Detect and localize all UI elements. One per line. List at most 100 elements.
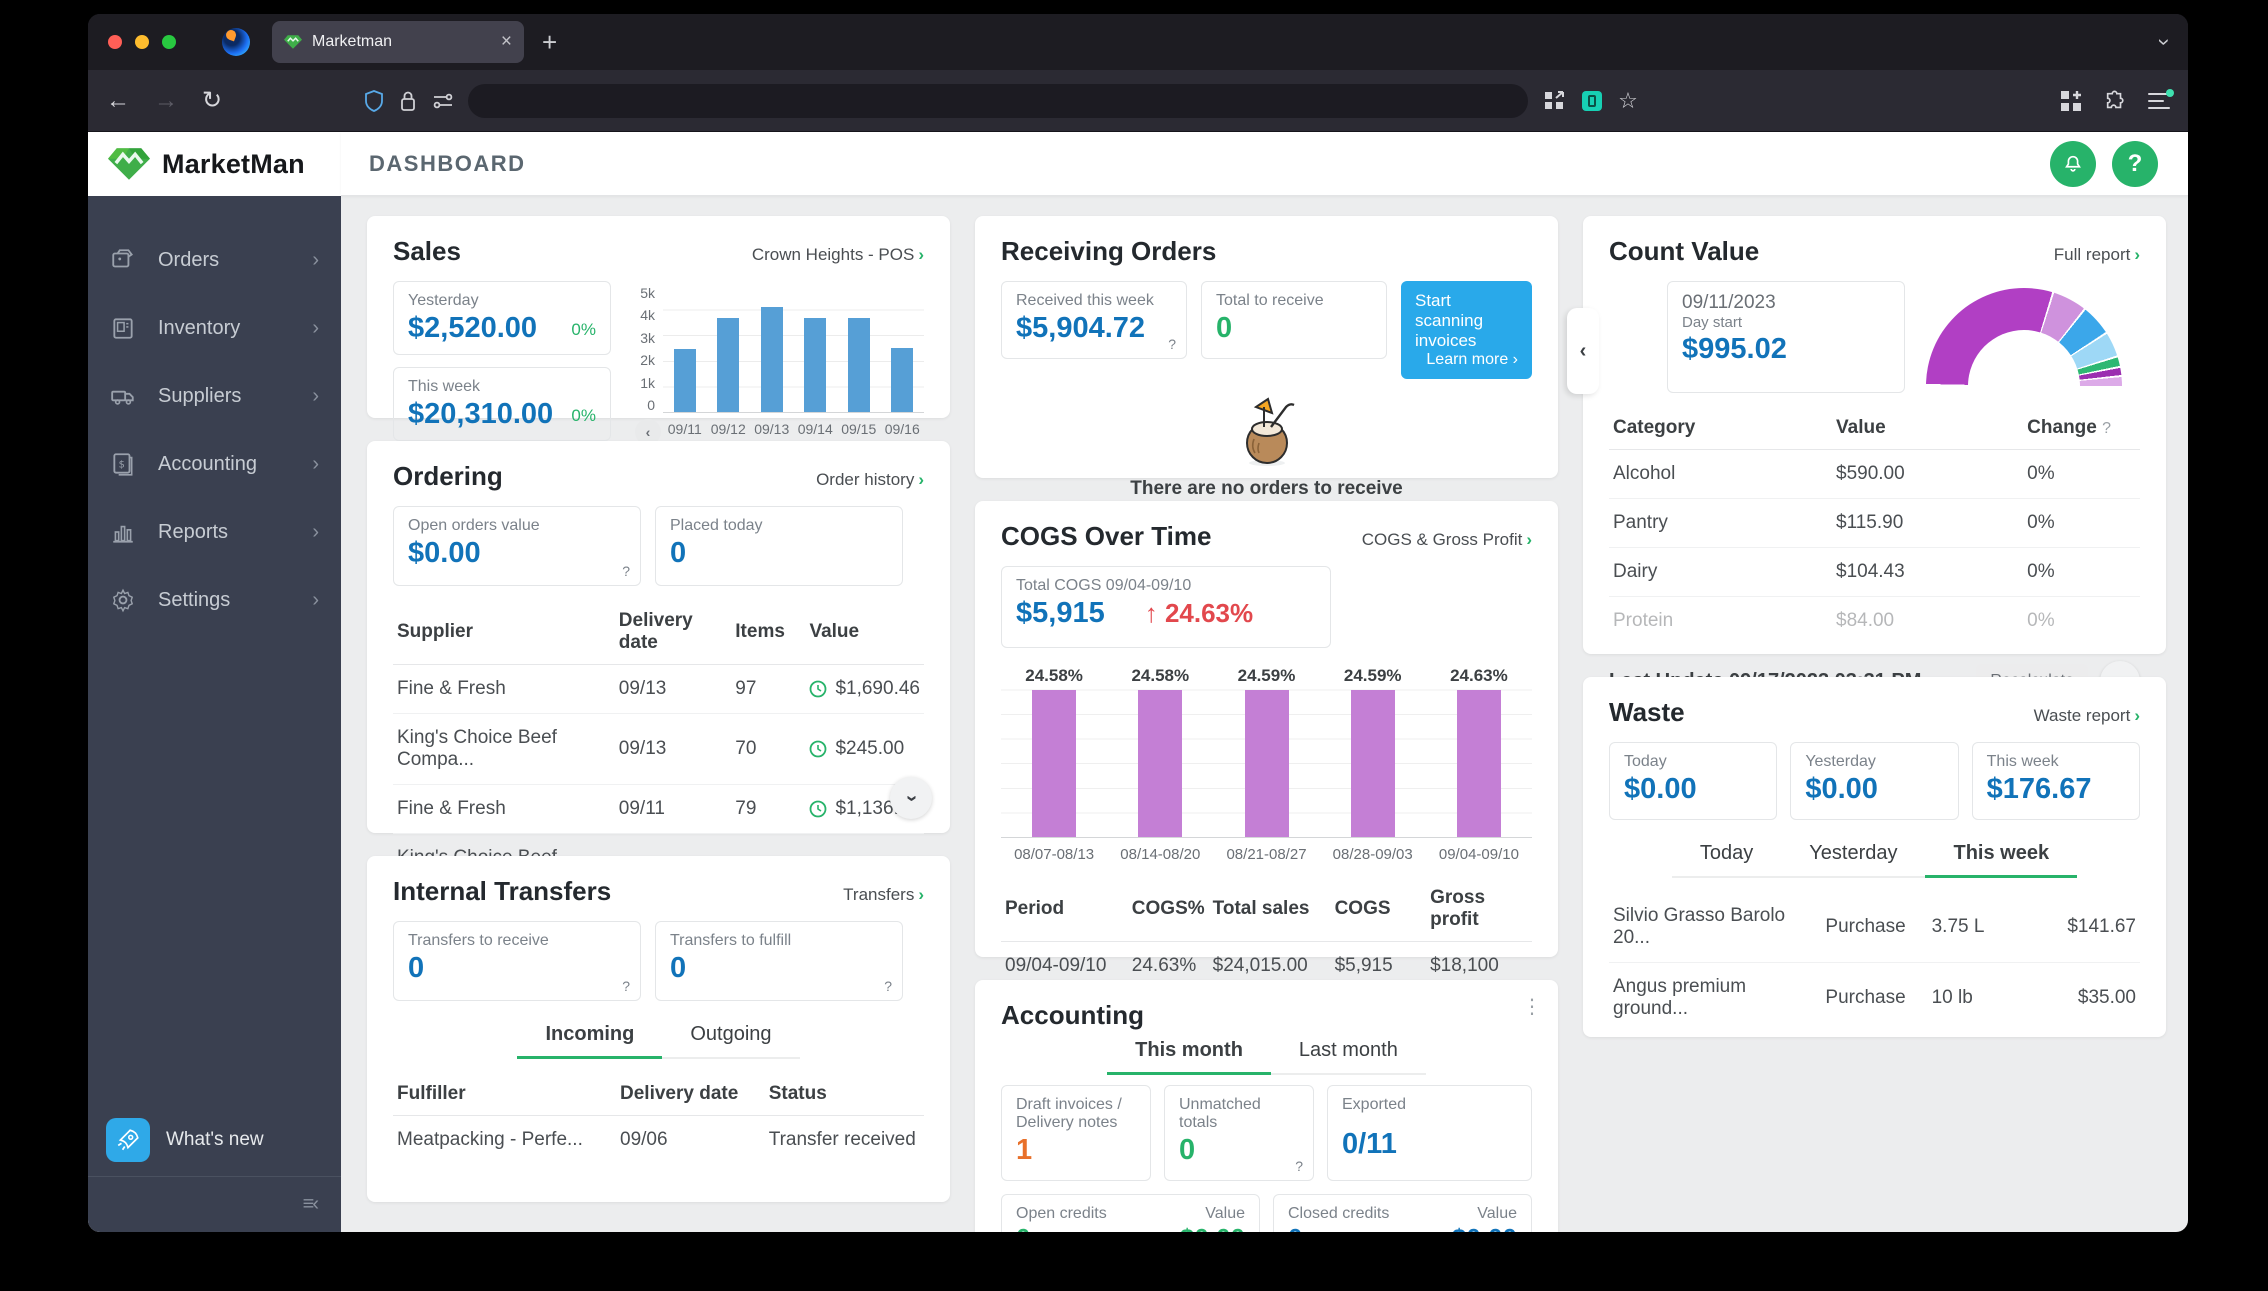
prev-count-button[interactable]: ‹ [1567,308,1599,394]
start-scanning-invoices-button[interactable]: Start scanning invoices Learn more › [1401,281,1532,379]
tracking-shield-icon[interactable] [364,89,384,112]
help-icon[interactable]: ? [2102,420,2112,437]
help-button[interactable]: ? [2112,140,2158,187]
table-row[interactable]: Alcohol $590.00 0% [1609,449,2140,499]
firefox-icon[interactable] [222,28,250,56]
sidebar-item-label: Orders [158,248,220,271]
total-to-receive-stat: Total to receive 0 [1201,281,1387,359]
help-icon[interactable]: ? [1168,336,1176,352]
card-title: Internal Transfers [393,876,612,906]
waste-report-link[interactable]: Waste report › [2033,706,2140,725]
chart-prev-button[interactable]: ‹ [635,419,661,445]
brand-name: MarketMan [162,148,305,179]
extensions-puzzle-icon[interactable] [2104,90,2126,112]
sidebar-item-inventory[interactable]: Inventory › [88,294,341,362]
rocket-icon [106,1118,150,1162]
chevron-right-icon: › [918,885,924,904]
sidebar-menu: Orders › Inventory › Suppliers › $ [88,196,341,1104]
notifications-button[interactable] [2050,140,2096,187]
table-row[interactable]: Pantry $115.90 0% [1609,498,2140,548]
table-row[interactable]: King's Choice Beef Compa... 09/13 70 $245.… [393,713,924,785]
sidebar-item-suppliers[interactable]: Suppliers › [88,362,341,430]
waste-card: Waste Waste report › Today $0.00 Yesterda… [1583,677,2166,1037]
waste-tabs: Today Yesterday This week [1609,836,2140,878]
tab-this-week[interactable]: This week [1925,836,2078,878]
new-tab-button[interactable]: + [542,26,558,57]
sidebar-item-orders[interactable]: Orders › [88,226,341,294]
reload-button[interactable]: ↻ [202,87,223,114]
table-row[interactable]: Fine & Fresh 09/13 97 $1,690.46 [393,664,924,714]
tab-outgoing[interactable]: Outgoing [662,1017,800,1059]
help-icon[interactable]: ? [1295,1158,1303,1174]
app-menu-icon[interactable] [2148,88,2174,109]
kebab-menu-icon[interactable]: ⋮ [1522,996,1542,1018]
list-tabs-icon[interactable]: › [2152,38,2178,46]
plot-area [663,285,924,413]
tab-this-month[interactable]: This month [1107,1033,1271,1075]
minimize-window-button[interactable] [135,35,149,49]
url-input[interactable] [468,83,1529,118]
table-row[interactable]: Dairy $104.43 0% [1609,547,2140,597]
bell-icon [2065,155,2081,172]
close-window-button[interactable] [108,35,122,49]
back-button[interactable]: ← [106,86,130,114]
menu-notification-dot [2166,88,2174,97]
waste-today-stat: Today $0.00 [1609,742,1778,820]
help-icon[interactable]: ? [622,563,630,579]
full-report-link[interactable]: Full report › [2053,245,2140,264]
settings-icon [112,588,134,613]
tab-today[interactable]: Today [1671,836,1782,878]
table-row[interactable]: Silvio Grasso Barolo 20... Purchase 3.75… [1609,892,2140,963]
forward-button[interactable]: → [154,86,178,114]
marketman-app: MarketMan Orders › Inventory › [88,132,2188,1232]
extension-button-icon[interactable] [1582,90,1603,111]
change-badge: 0% [571,320,596,339]
day-start-stat: 09/11/2023 Day start $995.02 [1667,281,1905,393]
sales-bar-chart: 5k 4k 3k 2k 1k 0 [629,281,924,445]
table-row[interactable]: Fine & Fresh 09/11 79 $1,136.96 [393,784,924,834]
pip-icon[interactable] [1544,90,1566,111]
tab-last-month[interactable]: Last month [1270,1033,1426,1075]
table-row[interactable]: Protein $84.00 0% [1613,610,2055,631]
table-row[interactable]: Angus premium ground... Purchase 10 lb $… [1613,976,2136,1019]
tab-incoming[interactable]: Incoming [517,1017,663,1059]
brand-logo[interactable]: MarketMan [88,132,341,196]
sales-bar [717,318,740,412]
question-icon: ? [2127,149,2143,177]
chevron-right-icon: › [2134,245,2140,264]
expand-list-button[interactable]: › [890,777,932,819]
transfers-tabs: Incoming Outgoing [393,1017,924,1059]
sidebar-item-settings[interactable]: Settings › [88,566,341,634]
lock-icon[interactable] [400,90,416,112]
change-badge: 0% [571,406,596,425]
collapse-sidebar-icon[interactable]: ≡‹ [302,1193,319,1215]
sidebar-item-accounting[interactable]: $ Accounting › [88,430,341,498]
tab-close-icon[interactable]: × [500,31,512,52]
order-history-link[interactable]: Order history › [816,470,924,489]
transfers-link[interactable]: Transfers › [843,885,924,904]
placed-today-stat: Placed today 0 [655,506,903,586]
sales-location-link[interactable]: Crown Heights - POS › [751,245,924,264]
sales-bar [847,318,870,412]
pending-clock-icon [810,680,827,698]
cogs-bar-chart: 24.58% 24.58% 24.59% 24.59% 24.63% 08/07… [1001,666,1532,863]
tab-yesterday[interactable]: Yesterday [1781,836,1926,878]
sidebar: MarketMan Orders › Inventory › [88,132,341,1232]
help-icon[interactable]: ? [622,978,630,994]
permissions-icon[interactable] [432,92,454,110]
whats-new-button[interactable]: What's new [88,1104,341,1176]
sidebar-item-reports[interactable]: Reports › [88,498,341,566]
browser-tab[interactable]: Marketman × [272,21,524,63]
help-icon[interactable]: ? [884,978,892,994]
accounting-icon: $ [113,453,133,476]
table-row[interactable]: Meatpacking - Perfe... 09/06 Transfer re… [397,1129,916,1150]
apps-grid-icon[interactable] [2060,90,2082,112]
bookmark-star-icon[interactable]: ☆ [1618,87,1638,113]
card-title: Count Value [1609,236,1760,266]
marketman-logo-icon [108,148,150,180]
zoom-window-button[interactable] [162,35,176,49]
cogs-change-badge: ↑ 24.63% [1144,598,1254,628]
cogs-bar [1244,690,1289,837]
cogs-gross-profit-link[interactable]: COGS & Gross Profit › [1361,530,1532,549]
sales-yesterday-stat: Yesterday $2,520.00 0% [393,281,611,355]
